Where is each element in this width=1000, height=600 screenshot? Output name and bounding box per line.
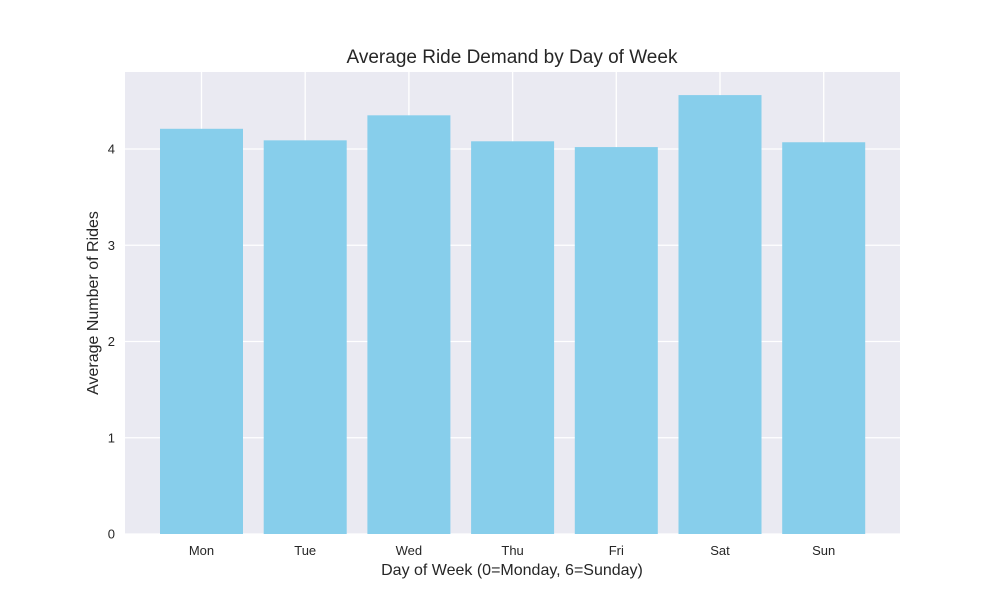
chart-title: Average Ride Demand by Day of Week xyxy=(347,47,678,68)
y-tick-label: 2 xyxy=(108,334,115,349)
y-tick-label: 0 xyxy=(108,527,115,542)
x-tick-label: Tue xyxy=(294,543,316,558)
y-tick-label: 1 xyxy=(108,430,115,445)
x-tick-label: Sun xyxy=(812,543,835,558)
y-tick-label: 4 xyxy=(108,142,115,157)
x-tick-label: Wed xyxy=(396,543,423,558)
y-tick-labels: 0 1 2 3 4 xyxy=(108,142,115,542)
bar-fri xyxy=(574,147,658,534)
bar-tue xyxy=(263,140,347,534)
bar-thu xyxy=(471,141,555,535)
y-tick-label: 3 xyxy=(108,238,115,253)
x-tick-label: Thu xyxy=(501,543,523,558)
x-tick-labels: Mon Tue Wed Thu Fri Sat Sun xyxy=(189,543,835,558)
bar-sun xyxy=(782,142,866,534)
x-axis-label: Day of Week (0=Monday, 6=Sunday) xyxy=(381,562,643,579)
bar-sat xyxy=(678,95,762,534)
x-tick-label: Fri xyxy=(609,543,624,558)
y-axis-label: Average Number of Rides xyxy=(85,211,102,395)
x-tick-label: Sat xyxy=(710,543,730,558)
bar-wed xyxy=(367,115,451,534)
bar-mon xyxy=(160,128,243,534)
bars xyxy=(160,95,866,535)
x-tick-label: Mon xyxy=(189,543,214,558)
